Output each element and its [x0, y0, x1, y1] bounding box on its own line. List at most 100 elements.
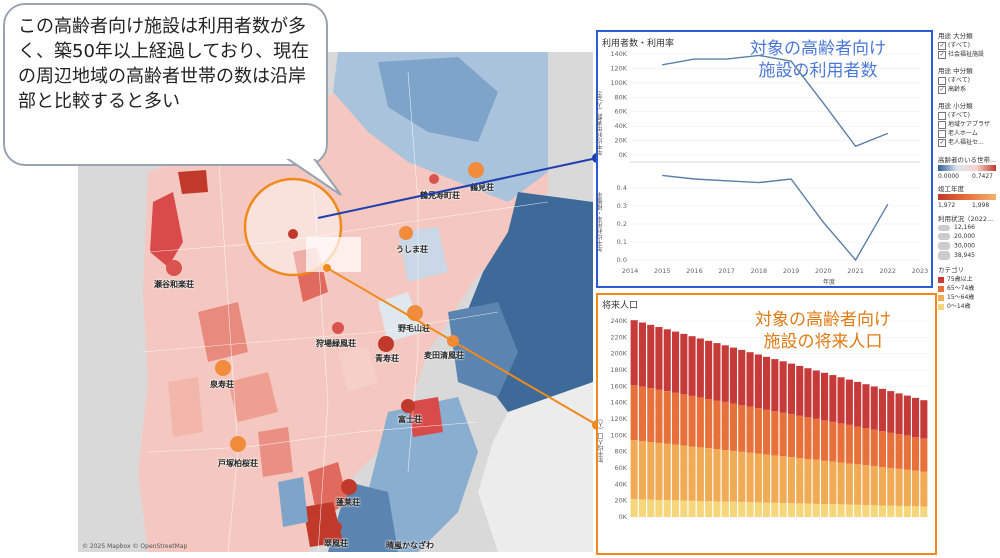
- filter2-title: 用途 中分類: [938, 67, 973, 75]
- y-tick-label: 120K: [610, 415, 627, 423]
- bar-segment: [796, 503, 804, 517]
- bar-segment: [754, 408, 762, 454]
- bar-segment: [721, 345, 729, 402]
- category-item: 15〜64歳: [938, 292, 974, 301]
- bar-segment: [754, 502, 762, 517]
- checkbox-icon[interactable]: ✓: [938, 50, 946, 59]
- bar-segment: [638, 386, 646, 442]
- bar-segment: [912, 506, 920, 517]
- place-label: 野毛山荘: [398, 324, 430, 333]
- x-tick-label: 2019: [783, 267, 800, 275]
- filter3-option[interactable]: 地域ケアプラザ: [938, 119, 990, 129]
- x-tick-label: 2016: [686, 267, 703, 275]
- filter3-option[interactable]: 老人ホーム: [938, 128, 978, 138]
- y-tick-label: 20K: [614, 497, 627, 505]
- bar-segment: [903, 395, 911, 436]
- bar-segment: [870, 429, 878, 467]
- bar-segment: [804, 459, 812, 504]
- checkbox-icon[interactable]: [938, 120, 946, 129]
- bar-segment: [771, 359, 779, 412]
- x-tick-label: 2014: [622, 267, 639, 275]
- place-label: 泉寿荘: [210, 380, 234, 389]
- bar-segment: [804, 503, 812, 517]
- checkbox-icon[interactable]: ✓: [938, 41, 946, 50]
- checkbox-icon[interactable]: [938, 129, 946, 138]
- bar-segment: [680, 500, 688, 517]
- ratio-legend-title: 高齢者のいる世帯...: [938, 156, 997, 164]
- bar-segment: [763, 409, 771, 455]
- filter1-option[interactable]: ✓ 社会福祉施設: [938, 50, 985, 59]
- bar-segment: [663, 391, 671, 444]
- bar-segment: [672, 392, 680, 445]
- filter3-title: 用途 小分類: [938, 102, 973, 110]
- bar-segment: [812, 418, 820, 460]
- bar-segment: [771, 502, 779, 517]
- bar-segment: [796, 415, 804, 459]
- y-tick-label: 0.4: [617, 184, 627, 192]
- place-label: うしま荘: [396, 245, 428, 254]
- bar-segment: [812, 459, 820, 504]
- bar-segment: [845, 425, 853, 464]
- callout-bubble: [3, 3, 342, 196]
- checkbox-icon[interactable]: ✓: [938, 138, 946, 147]
- bar-segment: [870, 466, 878, 506]
- y-tick-label: 60K: [614, 108, 627, 116]
- filter1-title: 用途 大分類: [938, 32, 973, 40]
- category-item: 0〜14歳: [938, 301, 970, 310]
- filter3-option[interactable]: (すべて): [938, 110, 970, 120]
- bar-segment: [680, 445, 688, 501]
- bar-segment: [787, 457, 795, 504]
- bar-segment: [672, 500, 680, 517]
- bar-segment: [821, 420, 829, 461]
- future-population-panel: 将来人口 0K 20K 40K 60K 80K 100K 120K 140K 160K 180K 2…: [596, 293, 937, 555]
- bar-segment: [878, 505, 886, 517]
- bar-segment: [655, 327, 663, 390]
- y-tick-label: 100K: [610, 431, 627, 439]
- y-tick-label: 0K: [619, 151, 628, 159]
- category-item: 65〜74歳: [938, 283, 974, 292]
- legend-sidebar: 用途 大分類 ✓ (すべて) ✓ 社会福祉施設 用途 中分類 (すべて) ✓ 高齢系 …: [938, 30, 1000, 330]
- usage-size-item: 12,166: [938, 224, 975, 231]
- bar-segment: [779, 503, 787, 517]
- checkbox-icon[interactable]: [938, 111, 946, 120]
- y-tick-label: 120K: [610, 64, 627, 72]
- x-tick-label: 2021: [847, 267, 864, 275]
- y-tick-label: 60K: [614, 464, 627, 472]
- bar-segment: [688, 395, 696, 447]
- series-line: [662, 54, 889, 148]
- filter3-option[interactable]: ✓ 老人福祉セ...: [938, 138, 984, 147]
- bar-segment: [887, 505, 895, 517]
- bar-segment: [837, 504, 845, 517]
- bar-segment: [821, 460, 829, 505]
- bar-segment: [887, 467, 895, 506]
- bar-segment: [705, 340, 713, 399]
- filter1-option[interactable]: ✓ (すべて): [938, 41, 971, 50]
- usage-legend-title: 利用状況（2022...: [938, 215, 994, 223]
- bar-segment: [821, 504, 829, 517]
- bar-segment: [829, 461, 837, 505]
- bar-segment: [763, 502, 771, 517]
- bar-segment: [713, 343, 721, 401]
- filter2-option[interactable]: (すべて): [938, 75, 970, 85]
- checkbox-icon[interactable]: [938, 76, 946, 85]
- place-label: 蓬莱荘: [336, 498, 360, 507]
- bar-segment: [821, 372, 829, 421]
- place-label: 狩場緑風荘: [316, 339, 356, 348]
- bar-segment: [746, 406, 754, 453]
- bar-segment: [854, 381, 862, 427]
- bar-segment: [655, 499, 663, 517]
- y-tick-label: 0.2: [617, 220, 627, 228]
- bar-segment: [721, 450, 729, 502]
- filter2-option[interactable]: ✓ 高齢系: [938, 85, 967, 94]
- year-min: 1,972: [938, 202, 956, 209]
- usage-ylabel-bottom: 年平均利用率・稼働率: [597, 192, 604, 252]
- series-line: [662, 174, 889, 262]
- bar-segment: [829, 421, 837, 462]
- ratio-min: 0.0000: [938, 173, 959, 180]
- checkbox-icon[interactable]: ✓: [938, 85, 946, 94]
- bar-segment: [713, 400, 721, 450]
- year-max: 1,998: [972, 202, 990, 209]
- y-tick-label: 240K: [610, 317, 627, 325]
- y-tick-label: 40K: [614, 122, 627, 130]
- bar-segment: [705, 398, 713, 449]
